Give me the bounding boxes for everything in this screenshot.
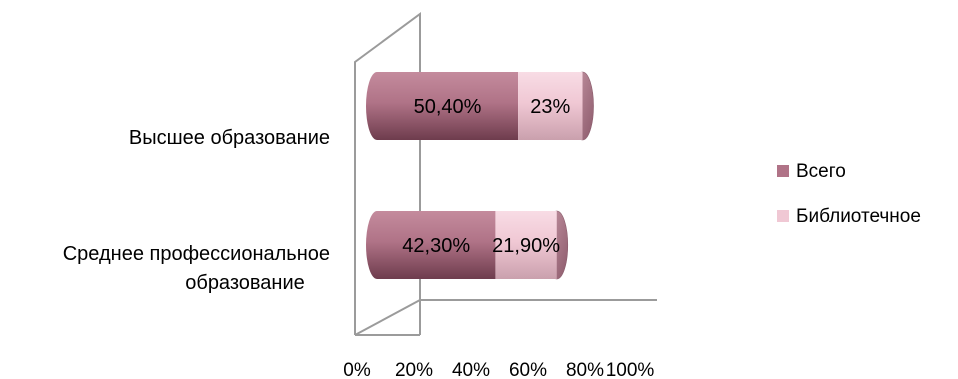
- category-label: Среднее профессиональное: [63, 243, 330, 265]
- x-tick-label: 80%: [566, 360, 604, 379]
- x-tick-label: 40%: [452, 360, 490, 379]
- axis-back-wall: [354, 12, 421, 335]
- category-label: Высшее образование: [129, 127, 330, 149]
- bar-start-cap: [366, 72, 377, 140]
- bar-start-cap: [366, 211, 377, 279]
- bar-segment: [518, 72, 583, 140]
- data-label: 21,90%: [492, 235, 560, 257]
- bar-segment: [377, 72, 519, 140]
- category-labels: Высшее образование Среднее профессиональ…: [63, 127, 330, 294]
- x-tick-label: 60%: [509, 360, 547, 379]
- x-tick-label: 20%: [395, 360, 433, 379]
- bars: 50,40% 23% 42,30% 21,90%: [366, 71, 594, 280]
- legend: Всего Библиотечное: [777, 161, 921, 227]
- data-label: 23%: [530, 96, 570, 118]
- legend-swatch-vsego: [777, 165, 789, 177]
- data-label: 42,30%: [402, 235, 470, 257]
- axis-frame: [354, 12, 657, 336]
- legend-label: Всего: [796, 161, 846, 182]
- axis-floor: [354, 299, 657, 336]
- bar-segment: [495, 211, 557, 279]
- x-tick-labels: 0% 20% 40% 60% 80% 100%: [343, 360, 654, 379]
- bar-segment: [377, 211, 496, 279]
- category-label: образование: [185, 272, 305, 294]
- legend-label: Библиотечное: [796, 206, 921, 227]
- data-label: 50,40%: [414, 96, 482, 118]
- x-tick-label: 100%: [606, 360, 655, 379]
- legend-swatch-bibliotechnoe: [777, 210, 789, 222]
- x-tick-label: 0%: [343, 360, 371, 379]
